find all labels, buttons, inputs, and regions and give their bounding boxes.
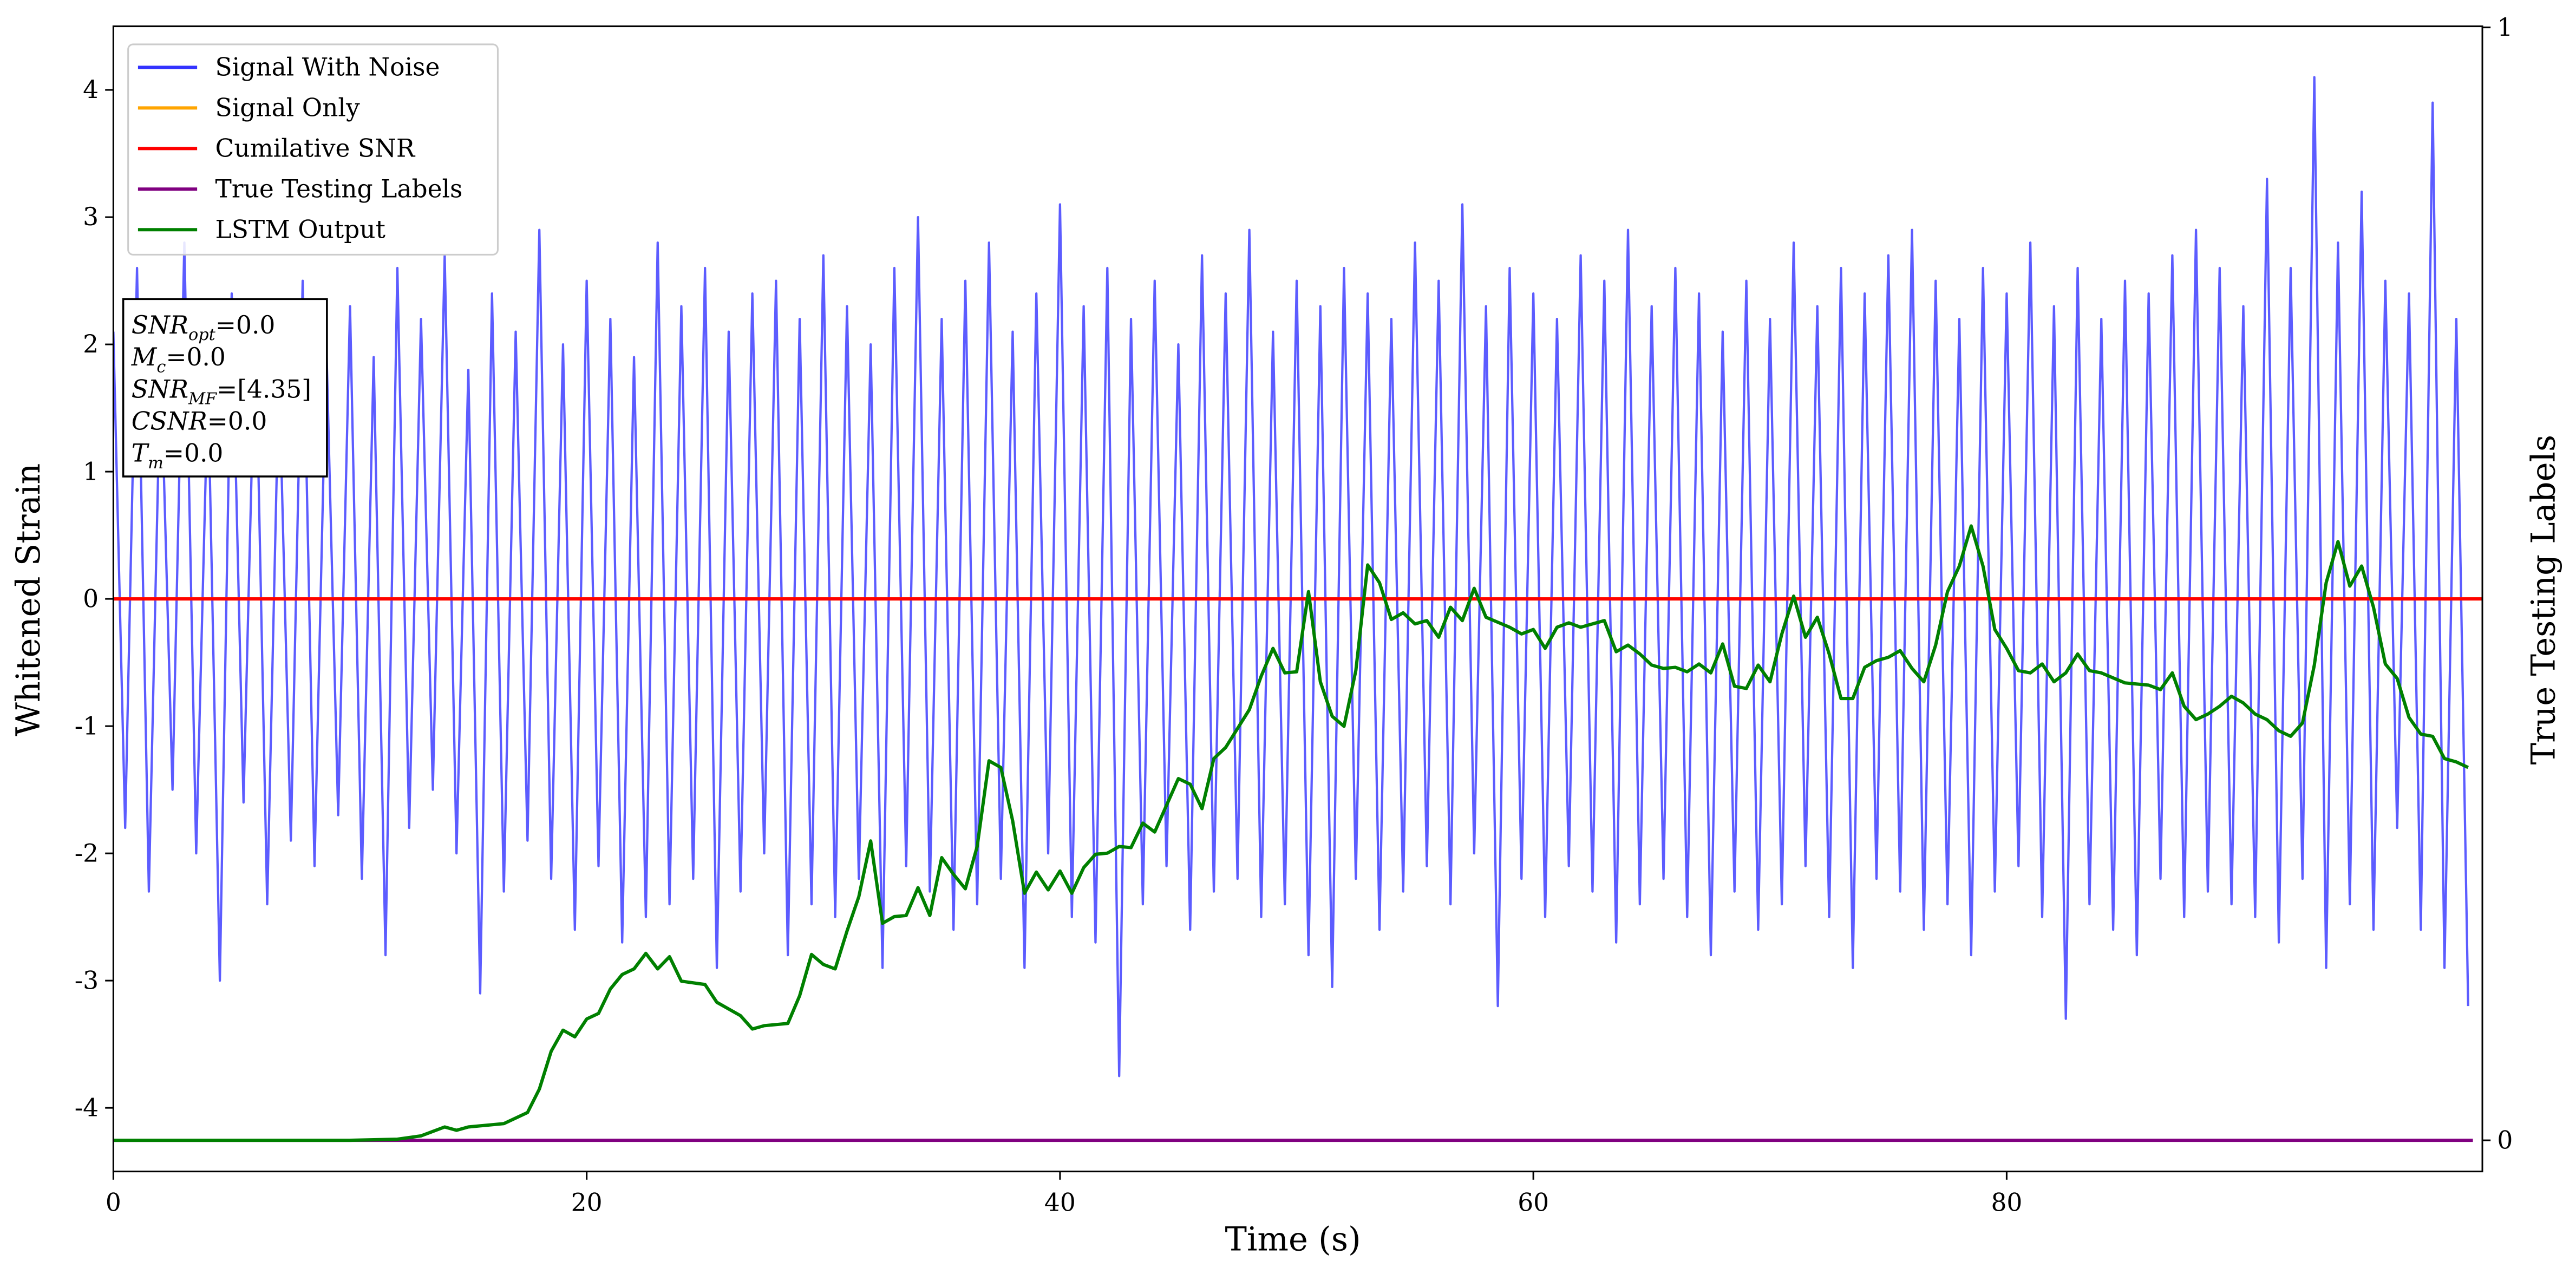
- series-line: [113, 524, 2469, 1142]
- y-tick-label: -4: [75, 1093, 99, 1122]
- legend-label: Signal Only: [215, 94, 360, 122]
- annotation-symbol: CSNR: [132, 407, 207, 436]
- y2-tick-label: 1: [2497, 13, 2513, 42]
- y2-axis-label: True Testing Labels: [2525, 435, 2563, 765]
- annotation-value: =[4.35]: [217, 375, 311, 403]
- x-tick-label: 80: [1991, 1188, 2022, 1217]
- annotation-line: CSNR=0.0: [132, 407, 267, 436]
- legend: Signal With Noise Signal Only Cumilative S…: [127, 43, 499, 256]
- annotation-value: =0.0: [215, 311, 275, 339]
- x-tick-label: 60: [1518, 1188, 1549, 1217]
- annotation-subscript: opt: [188, 325, 216, 344]
- y-tick-label: 3: [83, 202, 99, 231]
- legend-label: True Testing Labels: [215, 174, 463, 203]
- annotation-value: =0.0: [166, 343, 225, 371]
- annotation-line: Mc=0.0: [131, 343, 226, 376]
- annotation-value: =0.0: [164, 439, 223, 468]
- annotation-symbol: SNR: [132, 311, 188, 339]
- y-tick-label: 1: [83, 457, 99, 486]
- annotation-symbol: T: [132, 439, 150, 468]
- annotation-symbol: M: [131, 343, 158, 371]
- y2-tick-label: 0: [2497, 1126, 2513, 1154]
- x-tick-label: 40: [1044, 1188, 1076, 1217]
- y-axis-label: Whitened Strain: [10, 463, 48, 736]
- x-tick-label: 20: [571, 1188, 603, 1217]
- annotation-subscript: MF: [188, 390, 217, 409]
- annotation-subscript: m: [148, 454, 164, 473]
- annotation-line: SNRopt=0.0: [132, 311, 276, 344]
- legend-frame: [127, 43, 499, 256]
- series-line: [113, 76, 2469, 1077]
- legend-label: Signal With Noise: [215, 53, 440, 82]
- x-axis-label: Time (s): [1225, 1220, 1361, 1258]
- x-tick-label: 0: [106, 1188, 121, 1217]
- annotation-symbol: SNR: [132, 375, 188, 403]
- annotation-value: =0.0: [207, 407, 267, 436]
- annotation-frame: [122, 298, 328, 478]
- plot-area: [113, 76, 2483, 1142]
- annotation: SNRopt=0.0Mc=0.0SNRMF=[4.35]CSNR=0.0Tm=0…: [122, 298, 328, 478]
- y-tick-label: 0: [83, 584, 99, 613]
- y-tick-label: 2: [83, 330, 99, 358]
- y-tick-label: 4: [83, 75, 99, 104]
- legend-label: LSTM Output: [215, 215, 385, 244]
- annotation-line: SNRMF=[4.35]: [132, 375, 311, 408]
- y-tick-label: -3: [75, 966, 99, 995]
- annotation-subscript: c: [156, 357, 166, 376]
- legend-label: Cumilative SNR: [215, 134, 416, 162]
- y-tick-label: -1: [75, 711, 99, 740]
- y-tick-label: -2: [75, 839, 99, 867]
- annotation-line: Tm=0.0: [132, 439, 224, 473]
